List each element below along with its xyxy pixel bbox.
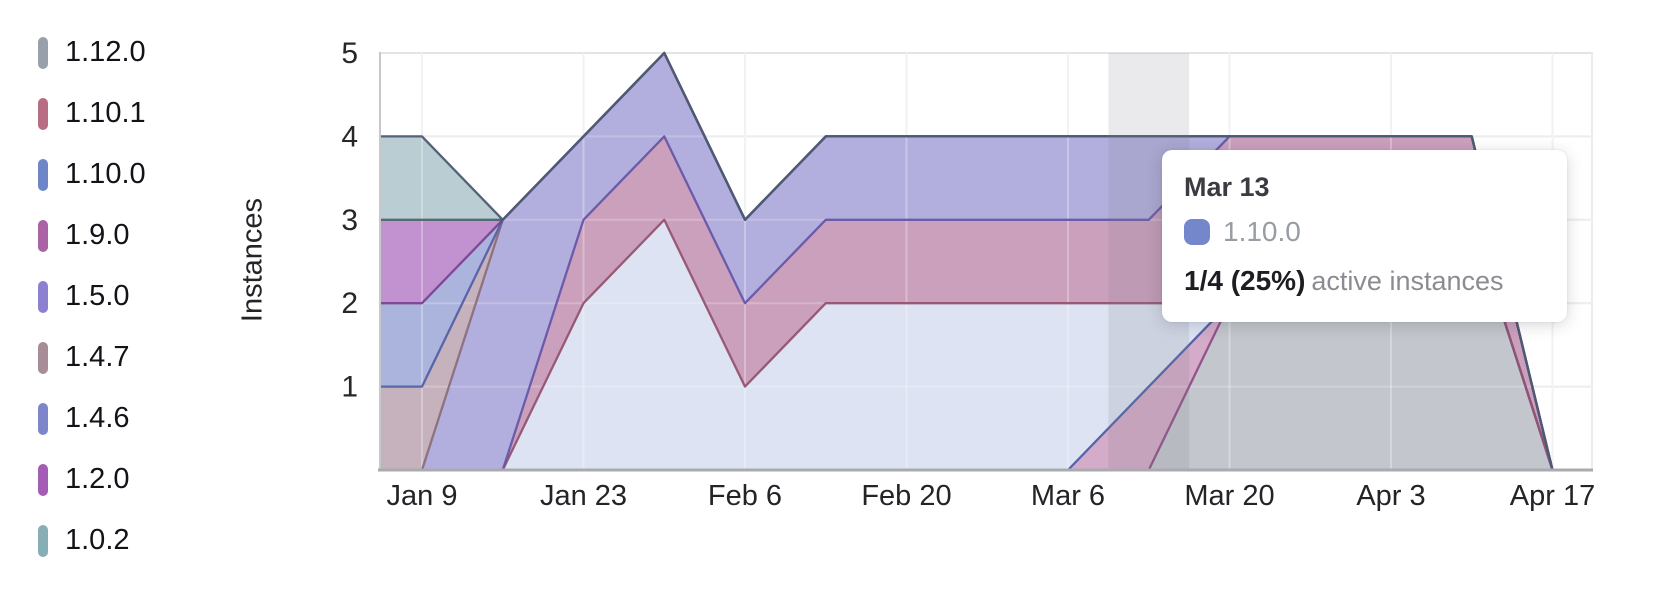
legend-swatch-1.0.2 [38,524,48,557]
svg-text:5: 5 [341,37,358,70]
svg-text:1: 1 [341,371,358,404]
legend-swatch-1.10.0 [38,158,48,191]
legend-item-1.4.6[interactable]: 1.4.6 [38,388,146,449]
svg-text:4: 4 [341,120,358,153]
legend-label: 1.10.1 [65,97,146,129]
legend: 1.12.0 1.10.1 1.10.0 1.9.0 1.5.0 1.4.7 1.4.6 1.… [38,22,146,571]
legend-swatch-1.2.0 [38,463,48,496]
svg-text:Mar 20: Mar 20 [1184,480,1274,512]
legend-swatch-1.4.6 [38,402,48,435]
svg-text:Apr 17: Apr 17 [1510,480,1595,512]
legend-label: 1.4.6 [65,402,130,434]
legend-item-1.4.7[interactable]: 1.4.7 [38,327,146,388]
svg-text:Feb 20: Feb 20 [861,480,951,512]
tooltip-series-swatch [1184,219,1210,245]
legend-swatch-1.5.0 [38,280,48,313]
svg-text:Jan 23: Jan 23 [540,480,627,512]
legend-label: 1.4.7 [65,341,130,373]
tooltip-value: 1/4 (25%) [1184,265,1306,296]
tooltip-series-row: 1.10.0 [1184,218,1543,246]
legend-item-1.10.0[interactable]: 1.10.0 [38,144,146,205]
legend-item-1.0.2[interactable]: 1.0.2 [38,510,146,571]
tooltip-stats: 1/4 (25%) active instances [1184,267,1543,295]
svg-text:Mar 6: Mar 6 [1031,480,1105,512]
legend-item-1.9.0[interactable]: 1.9.0 [38,205,146,266]
legend-label: 1.12.0 [65,36,146,68]
legend-item-1.5.0[interactable]: 1.5.0 [38,266,146,327]
legend-item-1.2.0[interactable]: 1.2.0 [38,449,146,510]
svg-text:Jan 9: Jan 9 [387,480,458,512]
svg-text:Apr 3: Apr 3 [1356,480,1425,512]
chart-tooltip: Mar 13 1.10.0 1/4 (25%) active instances [1162,150,1567,322]
svg-text:Feb 6: Feb 6 [708,480,782,512]
legend-item-1.12.0[interactable]: 1.12.0 [38,22,146,83]
tooltip-value-label: active instances [1311,266,1504,296]
legend-label: 1.9.0 [65,219,130,251]
tooltip-series-name: 1.10.0 [1223,216,1301,247]
legend-label: 1.10.0 [65,158,146,190]
legend-swatch-1.10.1 [38,97,48,130]
legend-swatch-1.4.7 [38,341,48,374]
legend-item-1.10.1[interactable]: 1.10.1 [38,83,146,144]
legend-swatch-1.12.0 [38,36,48,69]
legend-label: 1.2.0 [65,463,130,495]
legend-label: 1.0.2 [65,524,130,556]
tooltip-date: Mar 13 [1184,172,1270,202]
svg-text:3: 3 [341,204,358,237]
svg-text:2: 2 [341,287,358,320]
legend-swatch-1.9.0 [38,219,48,252]
legend-label: 1.5.0 [65,280,130,312]
